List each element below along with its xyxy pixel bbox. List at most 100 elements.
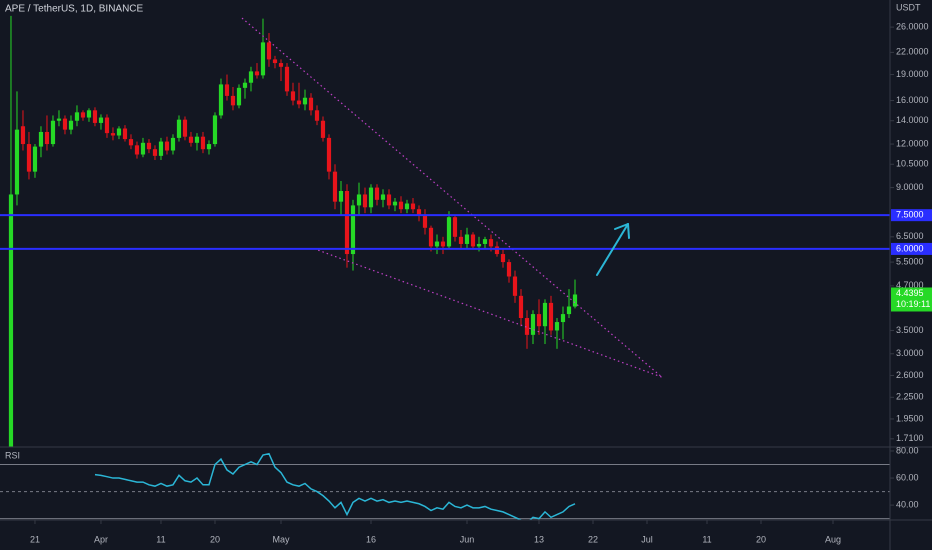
x-tick-label: 22 [588,534,598,544]
candle-body [482,239,488,244]
candle-body [218,84,224,116]
candle-body [110,133,116,136]
candle-body [386,194,392,206]
y-tick-label: 14.0000 [896,115,929,125]
y-tick-label: 12.0000 [896,138,929,148]
candle-body [302,97,308,105]
candle-body [410,203,416,210]
candle-body [116,128,122,136]
candle-body [224,84,230,96]
candle-body [326,137,332,172]
candle-body [542,302,548,327]
price-pane [0,15,890,447]
candle-body [152,149,158,156]
candle-body [440,241,446,247]
candle-body [128,139,134,146]
x-tick-label: 20 [756,534,766,544]
y-tick-label: 16.0000 [896,95,929,105]
level-label-box [891,209,932,222]
candle-body [242,82,248,88]
rsi-title: RSI [5,450,20,460]
candle-body [230,95,236,106]
candle-body [248,71,254,83]
y-tick-label: 26.0000 [896,21,929,31]
candle-body [98,117,104,123]
rsi-y-tick-label: 80.00 [896,445,919,455]
last-price-box [891,287,932,312]
y-tick-label: 5.5000 [896,256,924,266]
last-price-label: 4.4395 [896,288,924,298]
y-tick-label: 3.5000 [896,325,924,335]
candle-body [518,295,524,319]
candle-body [50,120,56,145]
candle-body [338,190,344,202]
y-tick-label: 6.5000 [896,231,924,241]
candle-body [158,141,164,156]
candle-body [290,91,296,101]
candle-body [284,66,290,92]
arrow [596,223,630,276]
candle-body [368,187,374,208]
candle-body [374,187,380,200]
candle-body [356,194,362,206]
candle-body [566,306,572,315]
candle-body [266,42,272,60]
candle-body [416,209,422,216]
candle-body [572,294,578,307]
candle-body [122,128,128,140]
candle-body [332,171,338,202]
candle-body [320,120,326,138]
candle-body [308,97,314,111]
y-tick-label: 19.0000 [896,69,929,79]
x-tick-label: Aug [825,534,841,544]
candle-body [104,117,110,134]
candle-body [14,129,20,195]
candle-body [350,205,356,255]
arrow-head [614,223,629,230]
rsi-y-tick-label: 60.00 [896,472,919,482]
candle-body [44,131,50,145]
candle-body [194,136,200,143]
candle-body [236,87,242,106]
candle-body [464,234,470,244]
rsi-line [94,452,576,520]
candle-body [170,137,176,151]
candle-body [404,203,410,210]
candle-body [506,262,512,277]
candle-body [86,110,92,118]
chart-title: APE / TetherUS, 1D, BINANCE [5,4,144,15]
x-tick-label: 11 [156,534,165,544]
level-label: 6.0000 [896,243,924,253]
candle-body [458,236,464,244]
candle-body [536,314,542,327]
y-tick-label: 1.9500 [896,413,924,423]
candle-body [140,142,146,155]
candle-body [314,110,320,121]
x-tick-label: Apr [94,534,108,544]
candle-body [62,118,68,130]
candle-body [560,314,566,323]
candle-body [38,131,44,147]
arrow-head [627,223,630,239]
candle-body [56,118,62,121]
candle-body [8,194,14,447]
candle-body [68,120,74,130]
y-tick-label: 2.6000 [896,370,924,380]
candle-body [548,302,554,331]
candle-body [80,112,86,118]
candle-body [176,119,182,138]
x-tick-label: Jul [641,534,653,544]
y-tick-label: 1.7100 [896,433,924,443]
level-label: 7.5000 [896,210,924,220]
y-tick-label: 3.0000 [896,348,924,358]
candle-body [530,314,536,335]
candle-body [476,243,482,247]
x-tick-label: May [272,534,290,544]
candle-body [344,190,350,255]
candle-body [212,115,218,145]
y-tick-label: 2.2500 [896,392,924,402]
candle-body [164,141,170,151]
candle-body [380,194,386,200]
